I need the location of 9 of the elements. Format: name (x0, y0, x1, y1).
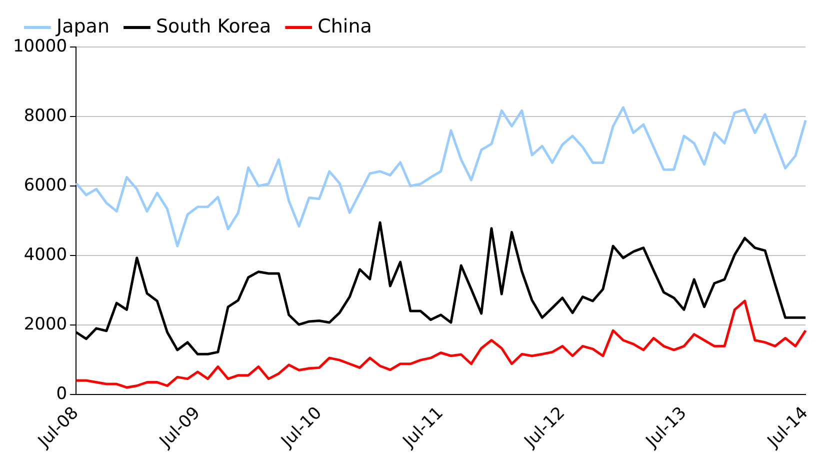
y-tick-label: 10000 (12, 36, 68, 56)
y-tick-label: 0 (56, 384, 68, 404)
y-tick-label: 4000 (24, 244, 68, 265)
y-tick-label: 2000 (24, 314, 68, 334)
y-tick-label: 6000 (24, 175, 68, 196)
y-tick-label: 8000 (24, 106, 68, 126)
legend-label: Japan (56, 15, 110, 38)
legend-label: South Korea (156, 15, 272, 38)
legend-label: China (318, 15, 372, 38)
